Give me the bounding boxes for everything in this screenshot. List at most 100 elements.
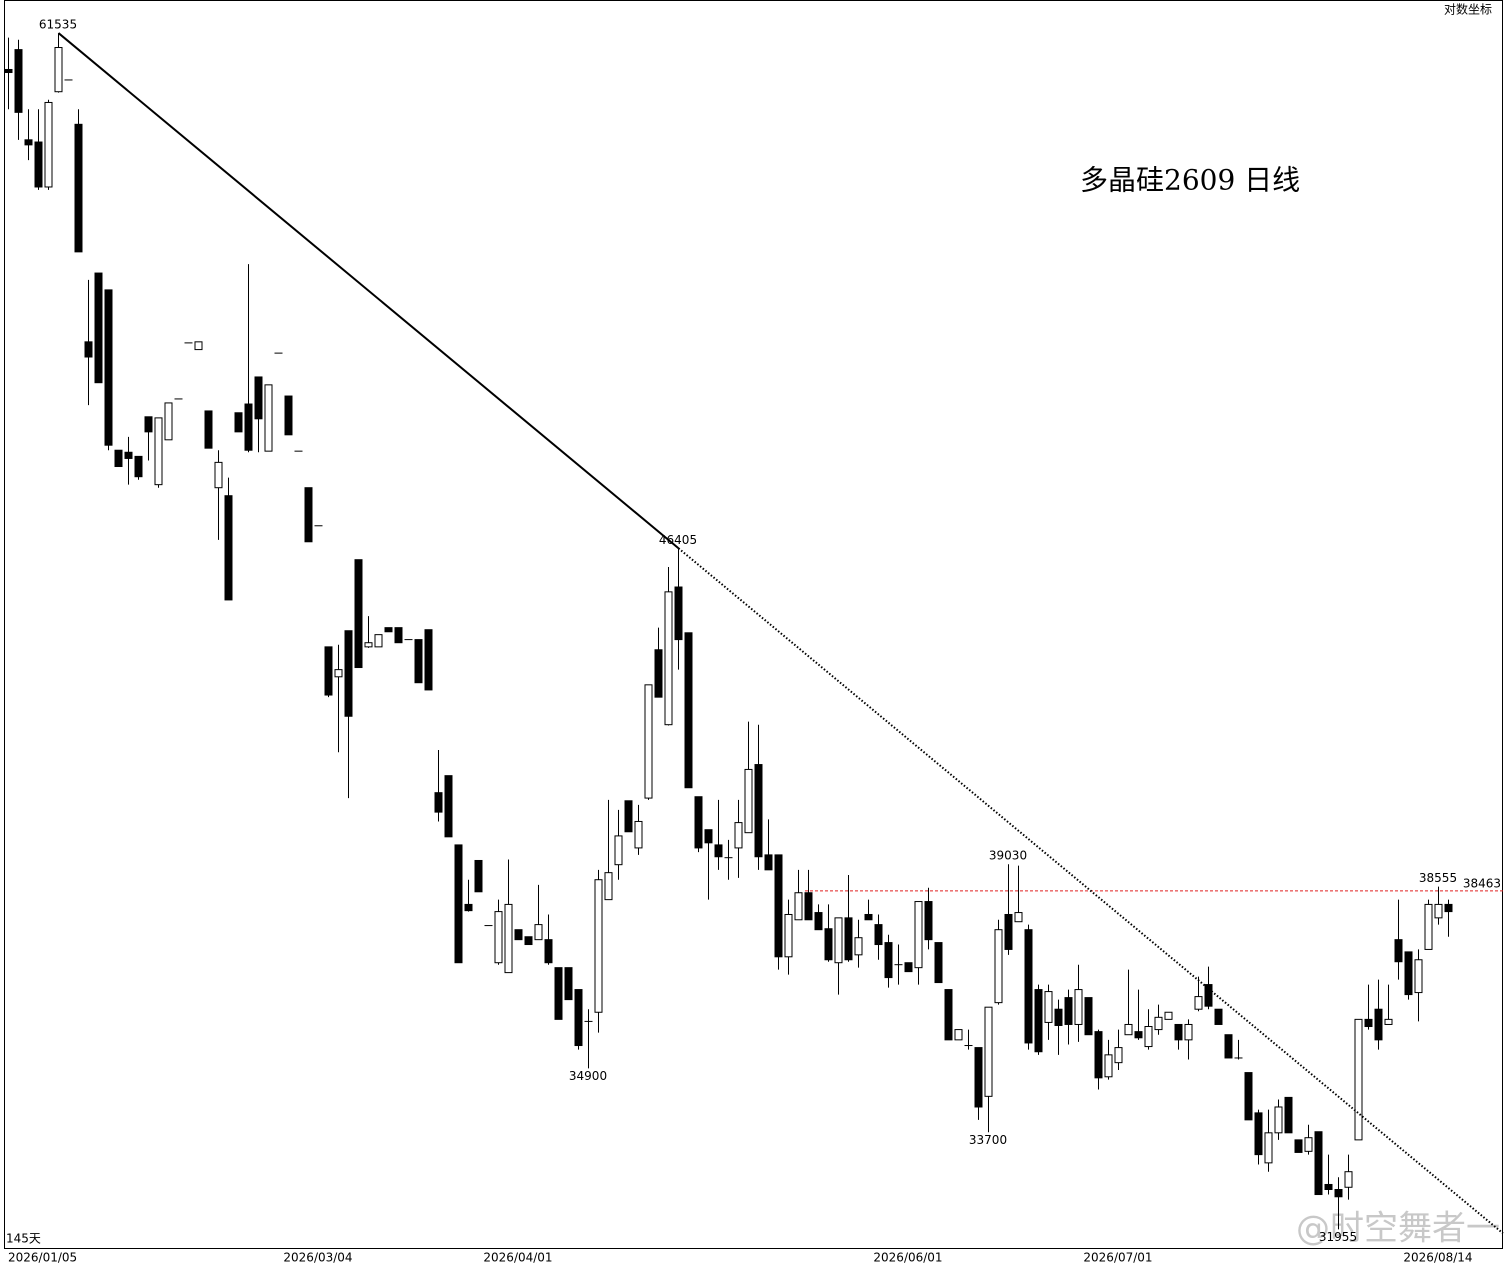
candle-body [714, 844, 723, 858]
candle-body [804, 892, 813, 921]
candle-body [774, 854, 783, 958]
candle-body [254, 376, 263, 420]
candle-body [1344, 1171, 1353, 1188]
candle-body [514, 929, 523, 941]
high-label: 39030 [989, 849, 1027, 863]
candle-body [604, 872, 613, 901]
candle-body [444, 775, 453, 838]
candle-body [1434, 903, 1443, 919]
candle-body [344, 630, 353, 717]
candle-body [394, 627, 403, 644]
candle-body [244, 403, 253, 451]
candle-body [1304, 1137, 1313, 1152]
candle-body [1024, 929, 1033, 1044]
candle-body [1404, 951, 1413, 996]
candle-body [164, 402, 173, 441]
low-label: 31955 [1319, 1230, 1357, 1244]
candle-body [454, 844, 463, 964]
candle-body [4, 68, 13, 74]
candle-body [1164, 1011, 1173, 1020]
candle-body [914, 901, 923, 969]
candle-body [754, 764, 763, 858]
low-label: 33700 [969, 1133, 1007, 1147]
candle-body [224, 495, 233, 601]
candle-body [664, 591, 673, 726]
candle-body [94, 272, 103, 384]
candle-body [1424, 903, 1433, 950]
candle-body [684, 632, 693, 789]
candle-body [384, 627, 393, 633]
candle-body [874, 924, 883, 946]
candle-body [214, 461, 223, 489]
candle-body [644, 684, 653, 799]
candle-body [1184, 1023, 1193, 1041]
candle-body [54, 47, 63, 93]
candle-body [1444, 903, 1453, 913]
candle-body [1244, 1072, 1253, 1121]
candle-body [1274, 1106, 1283, 1134]
candle-body [264, 384, 273, 452]
candle-body [794, 892, 803, 921]
candle-body [1384, 1018, 1393, 1025]
candle-body [334, 669, 343, 678]
candle-body [304, 487, 313, 543]
candle-body [414, 639, 423, 684]
candle-body [814, 912, 823, 931]
plot-frame [4, 0, 1503, 1249]
candle-body [14, 49, 23, 113]
candle-body [1154, 1016, 1163, 1031]
candle-body [904, 962, 913, 973]
trend-extension [677, 547, 1504, 1235]
candle-body [524, 936, 533, 946]
candle-body [1034, 989, 1043, 1053]
candle-body [1064, 997, 1073, 1025]
candle-body [1224, 1034, 1233, 1059]
candle-body [374, 634, 383, 648]
candle-body [154, 417, 163, 486]
candle-body [1094, 1031, 1103, 1079]
candle-body [1294, 1139, 1303, 1153]
candle-body [544, 939, 553, 964]
candle-body [1044, 991, 1053, 1023]
x-tick-label: 2026/07/01 [1083, 1251, 1152, 1265]
candle-body [634, 820, 643, 849]
candle-body [104, 289, 113, 446]
candle-body [1014, 912, 1023, 923]
candle-body [1194, 996, 1203, 1010]
candle-body [1134, 1031, 1143, 1039]
high-label: 61535 [39, 18, 77, 32]
candle-body [134, 455, 143, 478]
candle-body [364, 642, 373, 648]
candle-body [1324, 1183, 1333, 1190]
candle-body [434, 792, 443, 813]
last-price-label: 38463 [1463, 876, 1501, 890]
candle-body [464, 903, 473, 912]
candle-body [84, 341, 93, 358]
candle-body [494, 911, 503, 964]
candle-body [474, 859, 483, 893]
candle-body [924, 901, 933, 941]
watermark: @时空舞者一 [1296, 1209, 1500, 1249]
candle-body [354, 559, 363, 669]
candle-body [1174, 1023, 1183, 1041]
high-label: 38555 [1419, 871, 1457, 885]
trend-line [57, 32, 680, 550]
candle-body [574, 989, 583, 1047]
candle-body [24, 139, 33, 146]
candle-body [1144, 1026, 1153, 1048]
candle-body [1214, 1008, 1223, 1025]
candle-body [624, 800, 633, 833]
candle-body [694, 796, 703, 849]
candle-body [1114, 1047, 1123, 1064]
scale-label: 对数坐标 [1444, 2, 1492, 17]
candle-body [954, 1029, 963, 1041]
candle-body [884, 942, 893, 979]
candle-body [734, 822, 743, 849]
x-tick-label: 2026/08/14 [1403, 1251, 1472, 1265]
candle-body [594, 879, 603, 1013]
x-tick-label: 2026/03/04 [283, 1251, 352, 1265]
candle-body [614, 835, 623, 866]
candle-body [824, 928, 833, 961]
